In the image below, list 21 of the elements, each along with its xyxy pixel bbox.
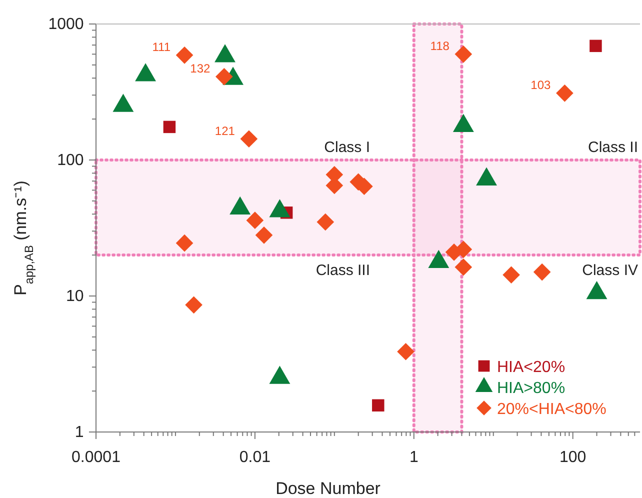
legend-label: 20%<HIA<80% — [497, 401, 606, 418]
x-axis-title: Dose Number — [276, 479, 381, 498]
annotation: 111 — [152, 40, 171, 54]
annotation: 132 — [190, 62, 210, 76]
y-tick-label: 1 — [74, 424, 84, 442]
annotation: 121 — [214, 124, 236, 138]
annotation: Class I — [324, 139, 370, 156]
annotation: 118 — [430, 39, 450, 54]
y-tick-label: 1000 — [48, 16, 84, 34]
annotation: 103 — [530, 78, 552, 92]
annotation: Class II — [588, 139, 638, 156]
legend-label: HIA>80% — [497, 380, 566, 397]
y-tick-label: 10 — [66, 288, 84, 306]
annotation: Class III — [316, 262, 370, 280]
annotation: Class IV — [582, 262, 638, 280]
x-tick-label: 0.0001 — [72, 448, 121, 466]
x-tick-label: 1 — [409, 448, 418, 466]
x-tick-label: 0.01 — [239, 448, 271, 466]
x-tick-label: 100 — [559, 448, 586, 466]
y-tick-label: 100 — [57, 152, 84, 170]
legend-label: HIA<20% — [497, 359, 566, 376]
